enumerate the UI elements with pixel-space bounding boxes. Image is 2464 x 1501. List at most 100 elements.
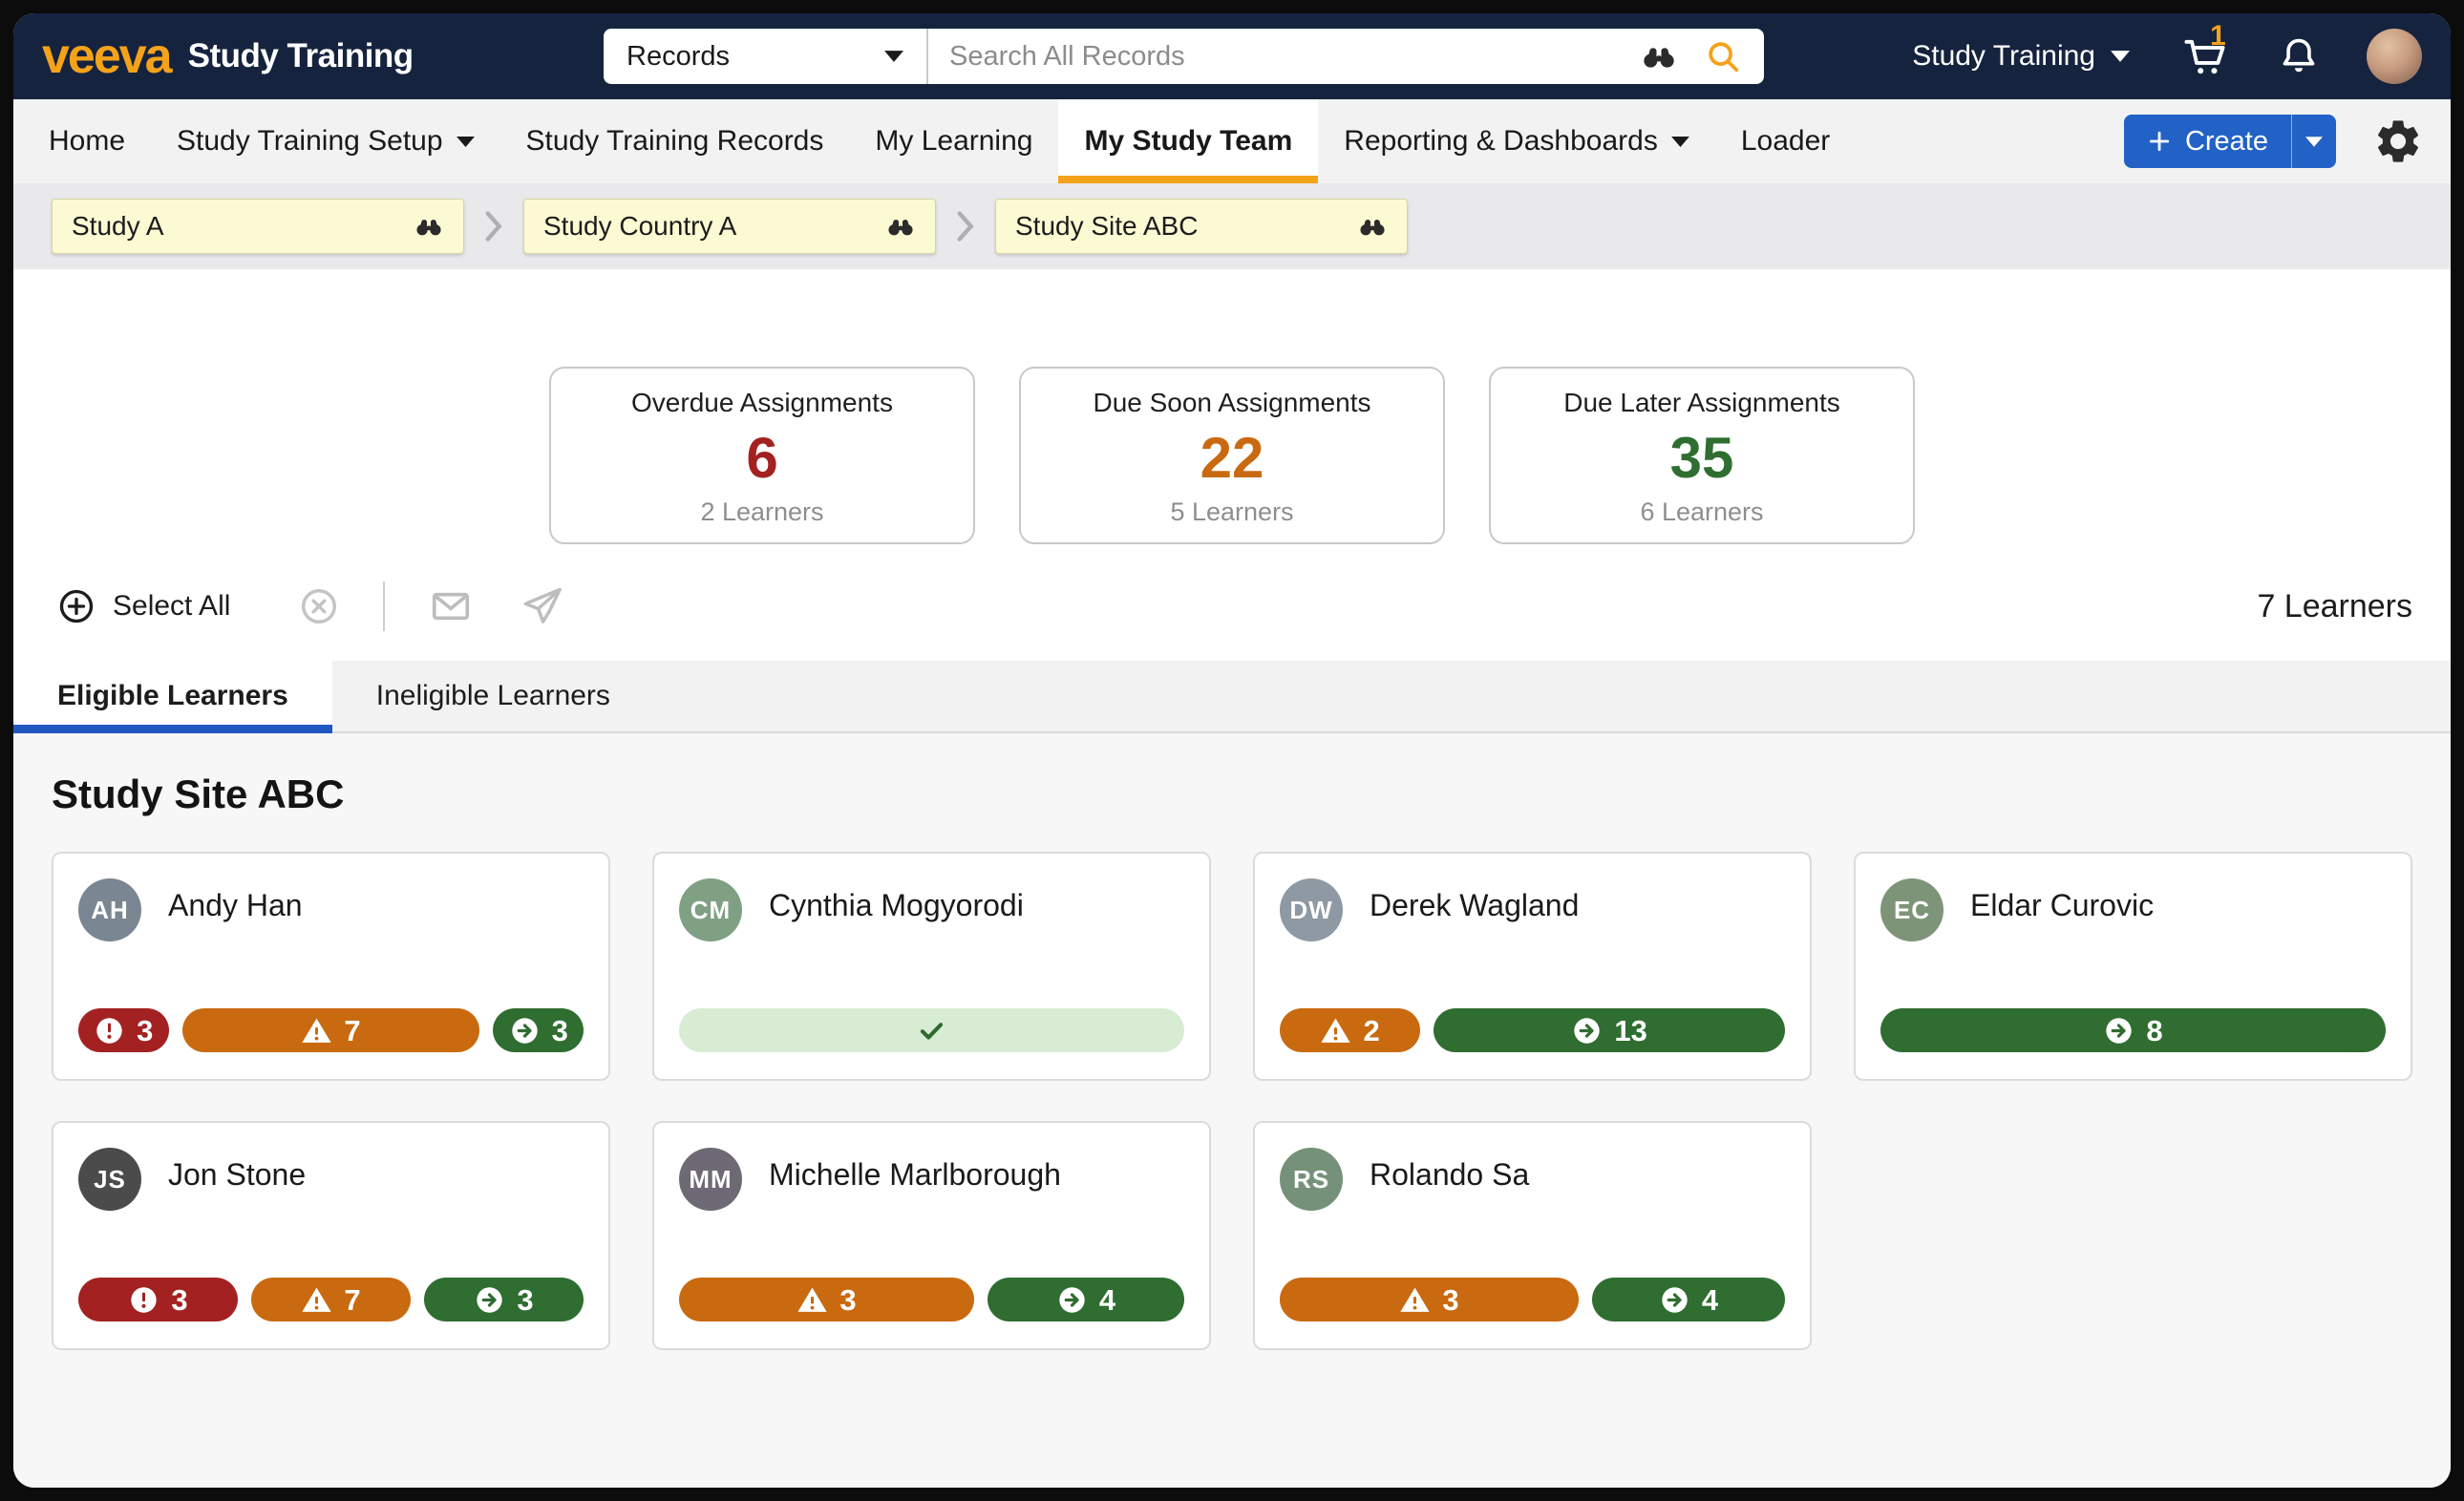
stat-value: 22 [1200, 430, 1264, 487]
breadcrumb-label: Study Country A [543, 211, 736, 242]
assignment-badge-due-later: 13 [1434, 1008, 1785, 1052]
tab-ineligible-learners[interactable]: Ineligible Learners [332, 661, 654, 731]
select-all-label: Select All [113, 590, 230, 623]
assignment-badge-due-later: 3 [493, 1008, 584, 1052]
email-button[interactable] [429, 584, 473, 628]
learner-avatar: AH [78, 878, 141, 941]
breadcrumb-label: Study A [72, 211, 164, 242]
learner-tabs: Eligible Learners Ineligible Learners [13, 661, 2451, 733]
breadcrumb-label: Study Site ABC [1015, 211, 1198, 242]
envelope-icon [429, 584, 473, 628]
nav-tab-study-training-setup[interactable]: Study Training Setup [151, 99, 500, 183]
assignment-badge-due-later: 3 [424, 1278, 584, 1321]
chevron-down-icon [457, 137, 475, 147]
search-input[interactable] [928, 41, 1640, 73]
breadcrumb-separator-icon [957, 210, 974, 243]
warning-triangle-icon [1320, 1015, 1351, 1046]
learner-avatar: EC [1880, 878, 1944, 941]
nav-tab-label: Study Training Setup [177, 125, 443, 158]
assignment-badge-due-soon: 2 [1280, 1008, 1420, 1052]
gear-icon [2372, 116, 2424, 167]
learner-card-header: DW Derek Wagland [1280, 878, 1785, 941]
stats-row: Overdue Assignments 6 2 Learners Due Soo… [13, 367, 2451, 544]
nav-tab-label: Study Training Records [526, 125, 824, 158]
learner-card[interactable]: EC Eldar Curovic 8 [1854, 852, 2412, 1081]
breadcrumb-item[interactable]: Study Site ABC [995, 199, 1408, 254]
learner-name: Michelle Marlborough [769, 1157, 1061, 1193]
learner-card-header: JS Jon Stone [78, 1148, 584, 1211]
cart-button[interactable]: 1 [2181, 32, 2231, 81]
stat-card: Overdue Assignments 6 2 Learners [549, 367, 975, 544]
clear-selection-button[interactable] [299, 586, 339, 626]
assignment-badges: 2 13 [1280, 1008, 1785, 1052]
learner-card[interactable]: DW Derek Wagland 2 13 [1253, 852, 1812, 1081]
learner-avatar: JS [78, 1148, 141, 1211]
assignment-badges: 373 [78, 1278, 584, 1321]
user-avatar[interactable] [2367, 29, 2422, 84]
stat-title: Due Soon Assignments [1093, 388, 1370, 418]
learner-grid: AH Andy Han 373 CM Cynthia Mogyorodi DW … [52, 852, 2412, 1350]
chevron-down-icon [2305, 137, 2323, 147]
nav-right-cluster: Create [2124, 99, 2424, 183]
arrow-right-circle-icon [474, 1284, 505, 1316]
warning-triangle-icon [301, 1015, 332, 1046]
arrow-right-circle-icon [1056, 1284, 1088, 1316]
nav-tab-label: Reporting & Dashboards [1344, 125, 1658, 158]
nav-tab-my-learning[interactable]: My Learning [849, 99, 1058, 183]
learner-card[interactable]: AH Andy Han 373 [52, 852, 610, 1081]
nav-tab-loader[interactable]: Loader [1715, 99, 1856, 183]
nav-tab-study-training-records[interactable]: Study Training Records [500, 99, 850, 183]
nav-tab-home[interactable]: Home [23, 99, 151, 183]
stat-subtitle: 5 Learners [1170, 497, 1293, 527]
app-switcher[interactable]: Study Training [1906, 39, 2135, 74]
learner-avatar: RS [1280, 1148, 1343, 1211]
arrow-right-circle-icon [2103, 1015, 2135, 1046]
selection-toolbar: Select All 7 Learners [13, 577, 2451, 636]
settings-button[interactable] [2372, 116, 2424, 167]
notifications-button[interactable] [2277, 34, 2321, 78]
learner-card[interactable]: RS Rolando Sa 34 [1253, 1121, 1812, 1350]
search-submit-button[interactable] [1705, 38, 1764, 74]
chevron-down-icon [1671, 137, 1689, 147]
learner-name: Eldar Curovic [1970, 888, 2154, 923]
nav-tab-reporting-dashboards[interactable]: Reporting & Dashboards [1318, 99, 1715, 183]
advanced-search-button[interactable] [1640, 37, 1705, 75]
select-all-button[interactable]: Select All [52, 586, 236, 626]
chevron-down-icon [884, 51, 903, 62]
learner-card-header: EC Eldar Curovic [1880, 878, 2386, 941]
create-dropdown-button[interactable] [2292, 115, 2336, 168]
assignment-badge-due-soon: 3 [1280, 1278, 1579, 1321]
breadcrumb-item[interactable]: Study Country A [523, 199, 936, 254]
bell-icon [2277, 34, 2321, 78]
create-button[interactable]: Create [2124, 115, 2292, 168]
learner-card[interactable]: MM Michelle Marlborough 34 [652, 1121, 1211, 1350]
plus-icon [2147, 129, 2172, 154]
nav-tab-label: My Learning [875, 125, 1032, 158]
nav-tab-label: Home [49, 125, 125, 158]
send-notification-button[interactable] [520, 584, 564, 628]
learner-name: Rolando Sa [1370, 1157, 1529, 1193]
assignment-badge-due-later: 4 [988, 1278, 1184, 1321]
nav-tab-label: Loader [1741, 125, 1830, 158]
learners-section: Study Site ABC AH Andy Han 373 CM Cynthi… [13, 733, 2451, 1488]
binoculars-icon [1357, 211, 1388, 242]
app-switcher-label: Study Training [1912, 40, 2095, 73]
plus-circle-icon [57, 587, 96, 625]
alert-circle-icon [94, 1015, 125, 1046]
learner-card[interactable]: JS Jon Stone 373 [52, 1121, 610, 1350]
search-icon [1705, 38, 1741, 74]
search-scope-dropdown[interactable]: Records [604, 29, 926, 84]
tab-eligible-learners[interactable]: Eligible Learners [13, 661, 332, 731]
assignment-badge-overdue: 3 [78, 1278, 238, 1321]
assignment-badges [679, 1008, 1184, 1052]
learner-card-header: AH Andy Han [78, 878, 584, 941]
warning-triangle-icon [301, 1284, 332, 1316]
nav-tab-my-study-team[interactable]: My Study Team [1058, 99, 1318, 183]
learner-card[interactable]: CM Cynthia Mogyorodi [652, 852, 1211, 1081]
breadcrumb-item[interactable]: Study A [52, 199, 464, 254]
assignment-badges: 8 [1880, 1008, 2386, 1052]
assignment-badge-due-soon: 7 [251, 1278, 411, 1321]
stat-subtitle: 2 Learners [700, 497, 823, 527]
warning-triangle-icon [797, 1284, 828, 1316]
app-window: veeva Study Training Records Study Train… [13, 13, 2451, 1488]
